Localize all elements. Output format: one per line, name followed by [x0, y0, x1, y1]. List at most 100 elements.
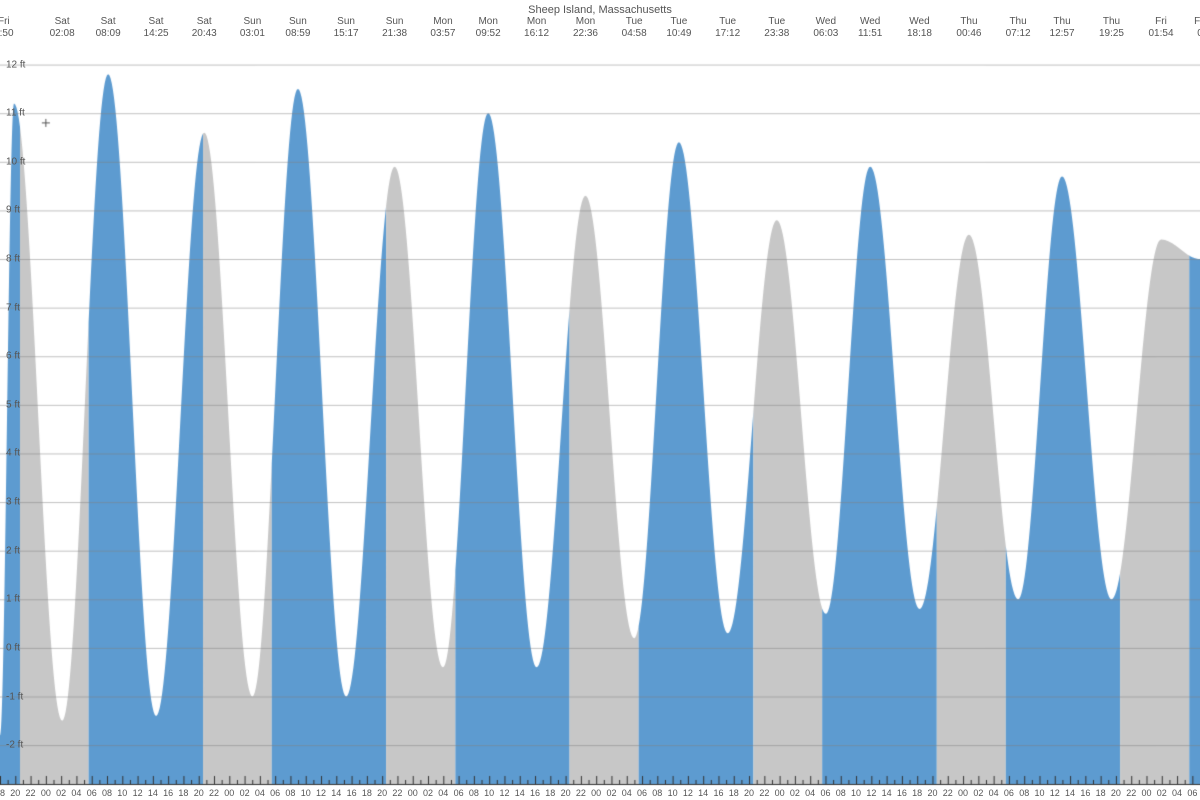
tide-time-label: Wed06:03: [813, 16, 838, 40]
x-tick-label: 04: [805, 788, 815, 798]
chart-title: Sheep Island, Massachusetts: [0, 4, 1200, 16]
x-tick-label: 16: [1080, 788, 1090, 798]
x-tick-label: 00: [408, 788, 418, 798]
x-tick-label: 14: [148, 788, 158, 798]
tide-time-label: Sun15:17: [334, 16, 359, 40]
tide-time-label: Wed11:51: [858, 16, 882, 40]
x-tick-label: 16: [713, 788, 723, 798]
y-tick-label: 6 ft: [6, 351, 20, 362]
tide-time-label: Sat20:43: [192, 16, 217, 40]
y-tick-label: 1 ft: [6, 594, 20, 605]
x-tick-label: 22: [209, 788, 219, 798]
x-tick-label: 00: [775, 788, 785, 798]
x-tick-label: 22: [1126, 788, 1136, 798]
tide-time-label: Fri9:50: [0, 16, 14, 40]
x-tick-label: 04: [1172, 788, 1182, 798]
x-tick-label: 20: [561, 788, 571, 798]
tide-time-label: Tue17:12: [715, 16, 740, 40]
tide-time-label: Sun08:59: [285, 16, 310, 40]
x-tick-label: 18: [0, 788, 5, 798]
x-tick-label: 14: [331, 788, 341, 798]
tide-time-label: Sat02:08: [50, 16, 75, 40]
x-tick-label: 04: [989, 788, 999, 798]
tide-time-label: Thu12:57: [1050, 16, 1075, 40]
x-tick-label: 14: [1065, 788, 1075, 798]
x-tick-label: 18: [178, 788, 188, 798]
x-tick-label: 18: [1096, 788, 1106, 798]
x-tick-label: 12: [316, 788, 326, 798]
x-tick-label: 22: [392, 788, 402, 798]
x-tick-label: 22: [576, 788, 586, 798]
x-tick-label: 12: [133, 788, 143, 798]
x-tick-label: 20: [194, 788, 204, 798]
x-tick-label: 02: [240, 788, 250, 798]
y-tick-label: 3 ft: [6, 497, 20, 508]
tide-time-label: Fri0: [1194, 16, 1200, 40]
y-tick-label: -2 ft: [6, 740, 23, 751]
tide-time-label: Sun21:38: [382, 16, 407, 40]
x-tick-label: 06: [454, 788, 464, 798]
y-tick-label: 12 ft: [6, 59, 25, 70]
x-tick-label: 08: [652, 788, 662, 798]
x-tick-label: 02: [56, 788, 66, 798]
x-tick-label: 06: [820, 788, 830, 798]
x-tick-label: 10: [668, 788, 678, 798]
tide-time-label: Mon22:36: [573, 16, 598, 40]
tide-time-label: Sat08:09: [96, 16, 121, 40]
x-tick-label: 04: [71, 788, 81, 798]
x-tick-label: 22: [759, 788, 769, 798]
tide-time-label: Fri01:54: [1149, 16, 1174, 40]
x-tick-label: 16: [163, 788, 173, 798]
x-tick-label: 08: [1019, 788, 1029, 798]
x-tick-label: 06: [1004, 788, 1014, 798]
x-tick-label: 20: [744, 788, 754, 798]
x-tick-label: 18: [362, 788, 372, 798]
y-tick-label: 10 ft: [6, 156, 25, 167]
tide-canvas: [0, 0, 1200, 800]
x-tick-label: 18: [912, 788, 922, 798]
x-tick-label: 10: [484, 788, 494, 798]
x-tick-label: 08: [102, 788, 112, 798]
x-tick-label: 04: [255, 788, 265, 798]
x-tick-label: 00: [958, 788, 968, 798]
x-tick-label: 00: [224, 788, 234, 798]
y-tick-label: 11 ft: [6, 108, 25, 119]
tide-time-label: Wed18:18: [907, 16, 932, 40]
x-tick-label: 10: [1034, 788, 1044, 798]
tide-time-label: Thu00:46: [956, 16, 981, 40]
x-tick-label: 22: [943, 788, 953, 798]
tide-time-label: Thu19:25: [1099, 16, 1124, 40]
x-tick-label: 06: [270, 788, 280, 798]
x-tick-label: 14: [698, 788, 708, 798]
x-tick-label: 16: [530, 788, 540, 798]
x-tick-label: 08: [836, 788, 846, 798]
x-tick-label: 04: [438, 788, 448, 798]
x-tick-label: 10: [851, 788, 861, 798]
y-tick-label: 7 ft: [6, 302, 20, 313]
x-tick-label: 16: [347, 788, 357, 798]
x-tick-label: 04: [622, 788, 632, 798]
tide-chart: Sheep Island, Massachusetts Fri9:50 Sat02…: [0, 0, 1200, 800]
x-tick-label: 20: [10, 788, 20, 798]
x-tick-label: 08: [285, 788, 295, 798]
y-tick-label: 8 ft: [6, 254, 20, 265]
y-tick-label: 0 ft: [6, 642, 20, 653]
y-tick-label: 2 ft: [6, 545, 20, 556]
tide-time-label: Tue10:49: [666, 16, 691, 40]
x-tick-label: 02: [606, 788, 616, 798]
x-tick-label: 12: [866, 788, 876, 798]
x-tick-label: 06: [87, 788, 97, 798]
x-tick-label: 06: [1187, 788, 1197, 798]
x-tick-label: 12: [499, 788, 509, 798]
tide-time-label: Mon09:52: [476, 16, 501, 40]
x-tick-label: 00: [41, 788, 51, 798]
x-tick-label: 00: [591, 788, 601, 798]
tide-time-label: Thu07:12: [1006, 16, 1031, 40]
x-tick-label: 06: [637, 788, 647, 798]
x-tick-label: 02: [973, 788, 983, 798]
tide-time-label: Tue04:58: [622, 16, 647, 40]
x-tick-label: 10: [117, 788, 127, 798]
x-tick-label: 12: [1050, 788, 1060, 798]
x-tick-label: 20: [1111, 788, 1121, 798]
y-tick-label: 4 ft: [6, 448, 20, 459]
